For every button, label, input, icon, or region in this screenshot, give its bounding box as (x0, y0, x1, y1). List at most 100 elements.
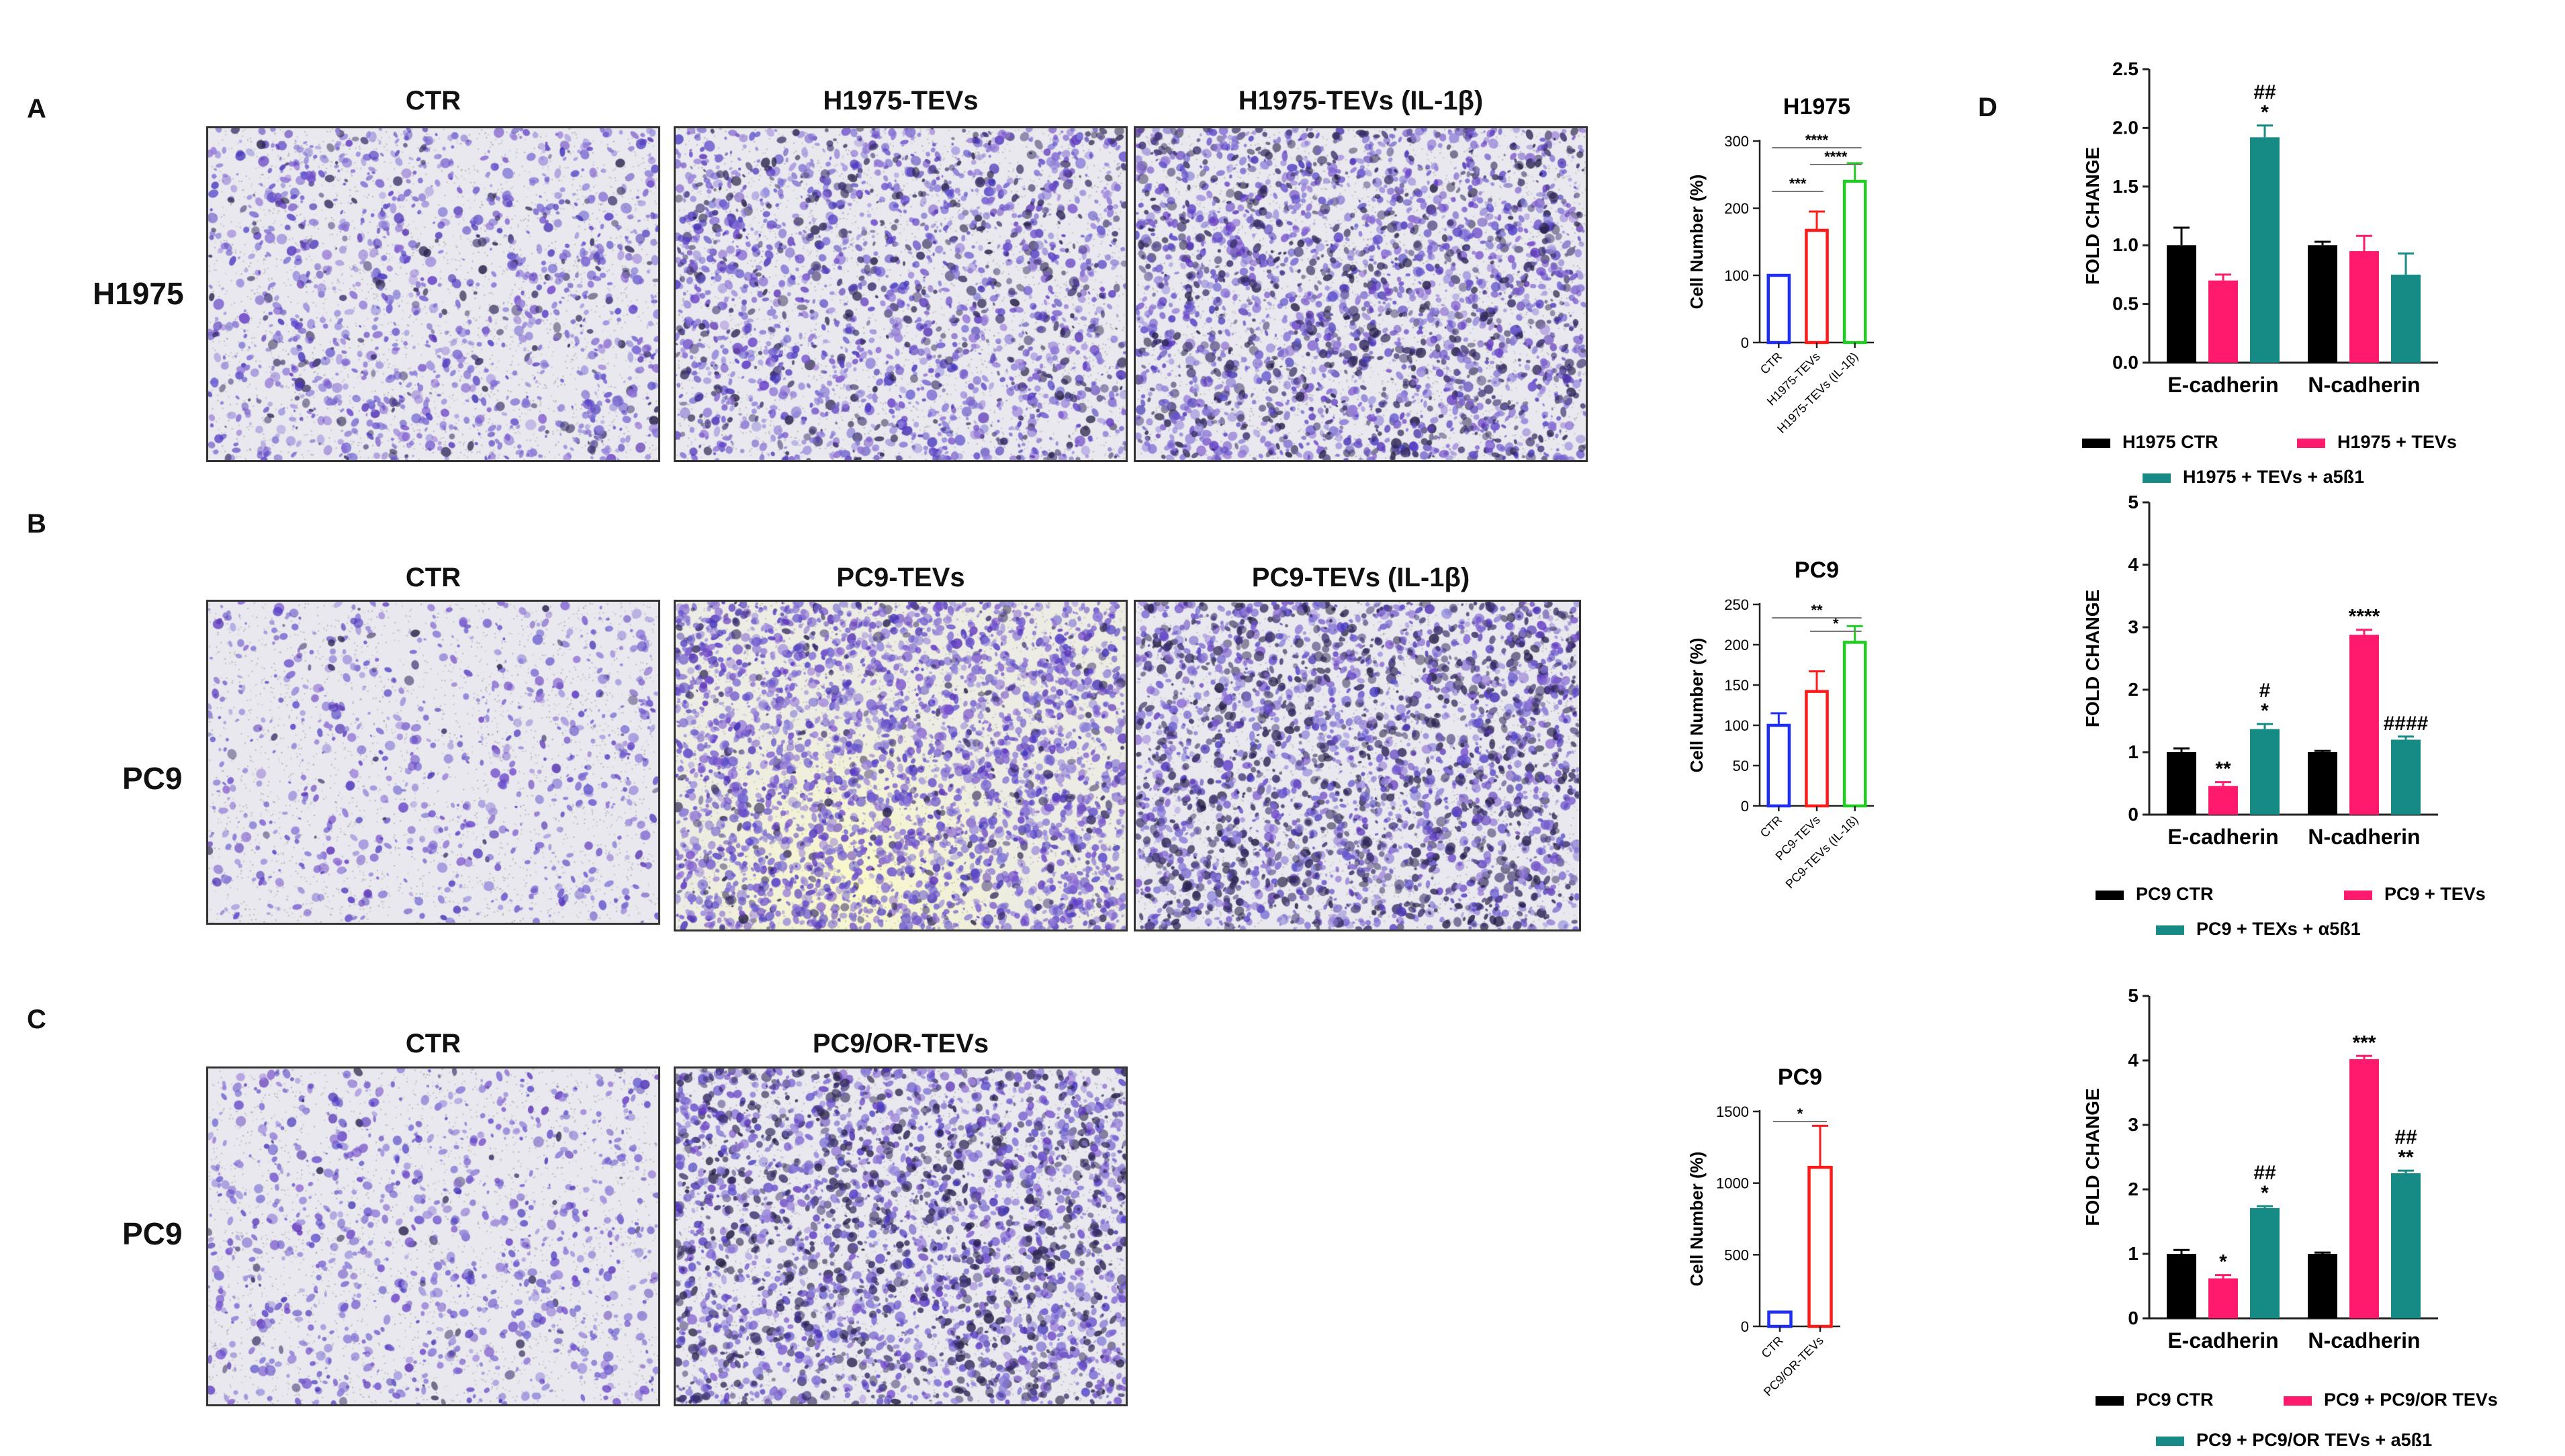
legend-label: H1975 CTR (2122, 432, 2218, 452)
panel-letter-c: C (27, 1005, 46, 1034)
legend-swatch (2082, 439, 2110, 448)
row-label-pc9-b: PC9 (122, 761, 183, 796)
bar (2349, 635, 2379, 815)
micrograph-b-tevs (674, 600, 1128, 931)
legend-label: PC9 CTR (2136, 884, 2214, 904)
y-tick-label: 0.5 (2112, 293, 2139, 314)
image-title-b-tevs-il1b: PC9-TEVs (IL-1β) (1251, 563, 1470, 592)
y-tick-label: 1 (2128, 741, 2139, 762)
x-tick-label: PC9-TEVs (IL-1ß) (1783, 813, 1861, 891)
bar (1842, 641, 1867, 808)
y-tick-label: 3 (2128, 617, 2139, 637)
image-title-c-ctr: CTR (405, 1029, 461, 1058)
row-label-pc9-c: PC9 (122, 1216, 183, 1251)
y-tick-label: 0 (1741, 1318, 1749, 1335)
significance-label: **** (1805, 132, 1829, 148)
significance-label: #### (2384, 713, 2429, 735)
panel-letter-b: B (27, 509, 46, 539)
legend-label: H1975 + TEVs + a5ß1 (2183, 467, 2364, 487)
y-tick-label: 0.0 (2112, 352, 2139, 373)
y-axis-label: FOLD CHANGE (2082, 147, 2103, 285)
legend-label: H1975 + TEVs (2337, 432, 2457, 452)
y-axis-label: Cell Number (%) (1686, 638, 1707, 773)
y-tick-label: 200 (1724, 637, 1749, 653)
y-tick-label: 2 (2128, 1179, 2139, 1199)
bar (2349, 251, 2379, 363)
legend-swatch (2156, 925, 2184, 935)
image-title-a-ctr: CTR (405, 86, 461, 116)
y-tick-label: 0 (1741, 798, 1749, 815)
panel-letter-a: A (27, 94, 46, 124)
bar (2308, 1254, 2337, 1318)
x-category-label: N-cadherin (2308, 1328, 2420, 1353)
image-title-a-tevs: H1975-TEVs (823, 86, 979, 116)
legend-label: PC9 CTR (2136, 1390, 2214, 1410)
bar (2391, 739, 2421, 815)
x-category-label: E-cadherin (2167, 1328, 2278, 1353)
row-label-h1975: H1975 (93, 276, 184, 311)
bar (1842, 179, 1867, 345)
bar (1807, 1165, 1833, 1328)
y-axis-label: Cell Number (%) (1686, 1152, 1707, 1287)
significance-label: ** (2398, 1146, 2414, 1169)
y-axis-label: FOLD CHANGE (2082, 1088, 2103, 1226)
y-tick-label: 1500 (1716, 1103, 1749, 1120)
x-tick-label: CTR (1758, 813, 1785, 840)
micrograph-c-ctr (206, 1066, 660, 1406)
micrograph-a-ctr (206, 126, 660, 462)
y-tick-label: 2.0 (2112, 117, 2139, 138)
legend-swatch (2096, 1396, 2124, 1406)
legend-swatch (2156, 1437, 2184, 1446)
legend-swatch (2284, 1396, 2312, 1406)
x-category-label: E-cadherin (2167, 373, 2278, 397)
bar (1805, 228, 1829, 345)
y-tick-label: 1000 (1716, 1175, 1749, 1192)
chart-title: PC9 (1795, 557, 1839, 583)
chart-pc9-fold-change: 0 1 2 3 4 5 FOLD CHANGE E-cadherin ** #* N-cadheri… (2082, 492, 2486, 939)
bar (2208, 786, 2238, 815)
significance-label: * (2261, 1182, 2269, 1204)
significance-label: ** (1811, 602, 1823, 619)
image-title-c-tevs: PC9/OR-TEVs (812, 1029, 989, 1058)
y-axis-label: FOLD CHANGE (2082, 590, 2103, 727)
significance-label: ## (2253, 81, 2276, 103)
x-tick-label: CTR (1759, 1334, 1786, 1361)
y-tick-label: 300 (1724, 133, 1749, 150)
y-tick-label: 250 (1724, 596, 1749, 613)
chart-title: PC9 (1778, 1064, 1822, 1090)
image-title-b-ctr: CTR (405, 563, 461, 592)
legend-swatch (2297, 439, 2325, 448)
significance-label: # (2259, 680, 2271, 702)
chart-h1975-fold-change: 0.0 0.5 1.0 1.5 2.0 2.5 FOLD CHANGE E-cadherin #… (2082, 58, 2457, 487)
y-tick-label: 50 (1733, 758, 1749, 774)
y-tick-label: 5 (2128, 985, 2139, 1006)
bar (2167, 752, 2196, 815)
bar (2250, 729, 2280, 815)
bar (1805, 690, 1829, 808)
y-tick-label: 4 (2128, 1050, 2139, 1071)
chart-pc9-cell-number: PC9 0 50 100 150 200 250 Cell Number (%) CTRPC9-… (1686, 557, 1874, 891)
bar (1766, 723, 1791, 808)
significance-label: *** (1789, 175, 1807, 192)
bar (2250, 137, 2280, 363)
y-tick-label: 1.5 (2112, 176, 2139, 197)
legend-label: PC9 + PC9/OR TEVs (2324, 1390, 2498, 1410)
significance-label: ## (2394, 1126, 2417, 1148)
bar (2167, 1254, 2196, 1318)
significance-label: **** (2349, 606, 2380, 628)
bar (2349, 1059, 2379, 1318)
y-tick-label: 1.0 (2112, 234, 2139, 255)
y-tick-label: 0 (2128, 804, 2139, 825)
significance-label: * (1833, 615, 1839, 632)
legend-label: PC9 + TEVs (2384, 884, 2486, 904)
bar (2391, 274, 2421, 363)
significance-label: * (2261, 101, 2269, 124)
bar (2208, 280, 2238, 363)
chart-title: H1975 (1783, 94, 1850, 120)
micrograph-b-tevs-il1b (1134, 600, 1581, 931)
y-tick-label: 500 (1724, 1246, 1749, 1263)
micrograph-a-tevs (674, 126, 1128, 462)
bar (2250, 1208, 2280, 1318)
